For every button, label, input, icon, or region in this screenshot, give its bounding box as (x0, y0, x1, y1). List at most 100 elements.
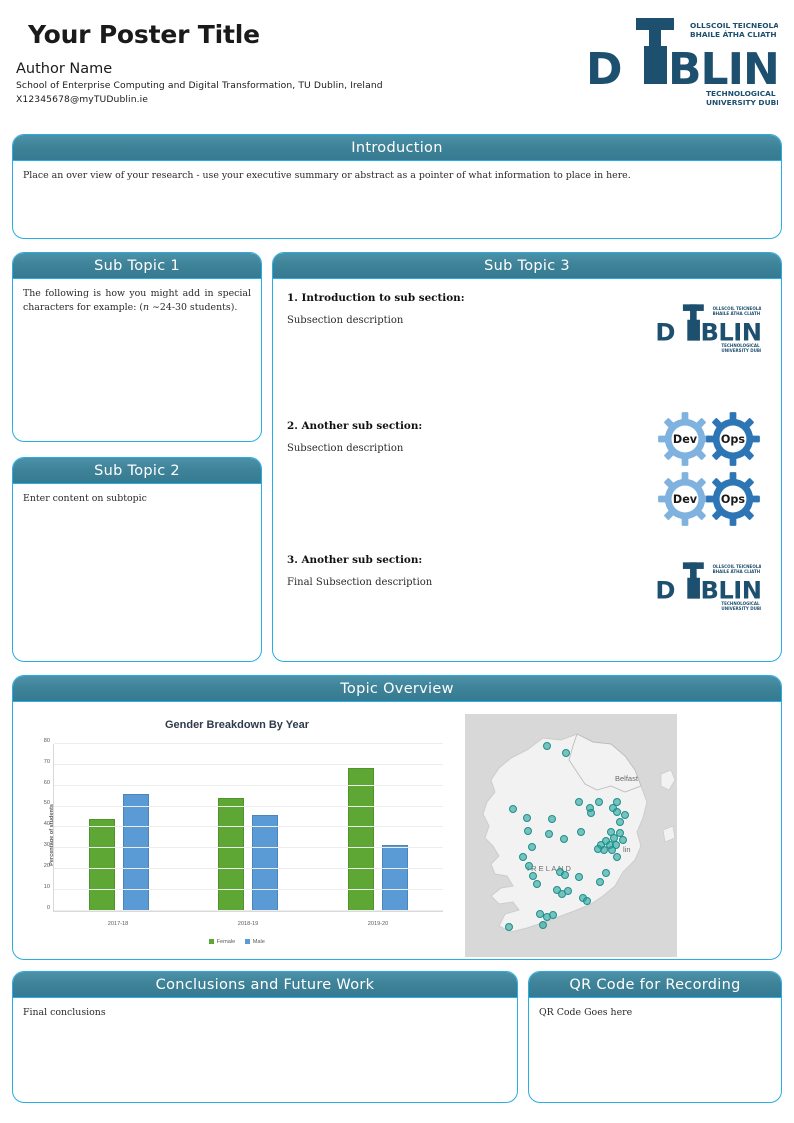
svg-text:TECHNOLOGICAL: TECHNOLOGICAL (721, 343, 760, 348)
svg-text:Ops: Ops (721, 493, 746, 506)
chart-y-tick: 20 (43, 863, 50, 870)
panel-sub-topic-2-title: Sub Topic 2 (13, 458, 261, 484)
map-dot[interactable] (612, 841, 620, 849)
map-dot[interactable] (505, 923, 513, 931)
devops-gears-group: Dev (657, 411, 761, 527)
chart-legend-item[interactable]: Female (209, 938, 235, 946)
map-dot[interactable] (587, 809, 595, 817)
chart-gridline: 60 (44, 780, 443, 786)
map-dot[interactable] (577, 828, 585, 836)
map-dot[interactable] (575, 798, 583, 806)
panel-sub-topic-2: Sub Topic 2 Enter content on subtopic (12, 457, 262, 662)
map-dot[interactable] (575, 873, 583, 881)
map-dot[interactable] (543, 742, 551, 750)
chart-bar-male[interactable] (252, 814, 279, 911)
map-dot[interactable] (524, 827, 532, 835)
svg-text:D: D (655, 577, 675, 605)
map-dot[interactable] (548, 815, 556, 823)
chart-y-tick: 10 (43, 883, 50, 890)
subsection-3-description: Final Subsection description (287, 577, 433, 589)
chart-gridline: 0 (47, 905, 443, 911)
map-dot[interactable] (613, 798, 621, 806)
chart-plot-area: Percentage of students 0 10 20 30 40 50 60 70 80… (23, 738, 451, 934)
dev-gear-icon: Dev (658, 412, 712, 466)
chart-legend-label: Female (216, 938, 236, 945)
svg-text:TECHNOLOGICAL: TECHNOLOGICAL (706, 89, 776, 98)
chart-x-tick: 2017-18 (107, 920, 129, 927)
chart-y-tick: 30 (43, 842, 50, 849)
svg-text:BHAILE ÁTHA CLIATH: BHAILE ÁTHA CLIATH (713, 569, 761, 574)
sub-topic-1-text-post: ∼24-30 students). (149, 301, 238, 313)
map-dot[interactable] (539, 921, 547, 929)
map-dot[interactable] (613, 853, 621, 861)
chart-y-tick: 40 (43, 821, 50, 828)
chart-bar-group (218, 744, 279, 911)
chart-y-tick: 70 (43, 758, 50, 765)
subsection-1: 1. Introduction to sub section: Subsecti… (287, 291, 779, 419)
svg-text:UNIVERSITY DUBLIN: UNIVERSITY DUBLIN (721, 348, 761, 353)
chart-bar-male[interactable] (382, 845, 409, 911)
ops-gear-icon: Ops (706, 412, 760, 466)
sub-topic-1-text: The following is how you might add in sp… (23, 287, 251, 314)
map-dot[interactable] (523, 814, 531, 822)
panel-sub-topic-1: Sub Topic 1 The following is how you mig… (12, 252, 262, 442)
chart-gridline: 40 (44, 821, 443, 828)
panel-topic-overview: Topic Overview Gender Breakdown By Year … (12, 675, 782, 960)
map-dot[interactable] (583, 897, 591, 905)
panel-sub-topic-2-body: Enter content on subtopic (13, 484, 261, 660)
map-dot[interactable] (561, 871, 569, 879)
map-dot[interactable] (545, 830, 553, 838)
map-dot[interactable] (533, 880, 541, 888)
svg-text:D: D (655, 319, 675, 347)
panel-sub-topic-3-title: Sub Topic 3 (273, 253, 781, 279)
sub-topic-2-text: Enter content on subtopic (23, 493, 147, 504)
map-dot[interactable] (560, 835, 568, 843)
map-dot[interactable] (621, 811, 629, 819)
map-dot[interactable] (509, 805, 517, 813)
chart-bar-female[interactable] (348, 767, 375, 911)
subsection-2: 2. Another sub section: Subsection descr… (287, 412, 767, 553)
map-dot[interactable] (519, 853, 527, 861)
sub-topic-1-text-pre: The following is how you might add in sp… (23, 288, 251, 313)
map-dot[interactable] (564, 887, 572, 895)
panel-introduction-title: Introduction (13, 135, 781, 161)
svg-text:OLLSCOIL TEICNEOLAÍOCHTA: OLLSCOIL TEICNEOLAÍOCHTA (690, 21, 778, 30)
map-dot[interactable] (613, 808, 621, 816)
tu-dublin-logo-icon: D BLIN OLLSCOIL TEICNEOLAÍOCHTA BHAILE Á… (586, 18, 794, 107)
subsection-1-tu-dublin-logo: D BLIN OLLSCOIL TEICNEOLAÍOCHTA BHAILE Á… (651, 301, 779, 355)
qr-code-text: QR Code Goes here (539, 1007, 633, 1018)
map-dot[interactable] (596, 878, 604, 886)
chart-bar-female[interactable] (218, 798, 245, 911)
panel-sub-topic-1-body: The following is how you might add in sp… (13, 279, 261, 440)
map-dot[interactable] (602, 869, 610, 877)
map-dot[interactable] (525, 862, 533, 870)
panel-topic-overview-title: Topic Overview (13, 676, 781, 702)
chart-legend-item[interactable]: Male (245, 938, 265, 946)
map-dot[interactable] (549, 911, 557, 919)
chart-gridline: 30 (44, 842, 443, 849)
panel-qr-code: QR Code for Recording QR Code Goes here (528, 971, 782, 1103)
introduction-text: Place an over view of your research - us… (23, 170, 631, 181)
map-dot[interactable] (529, 872, 537, 880)
sub-topic-1-text-italic: n (143, 301, 150, 313)
panel-conclusions-title: Conclusions and Future Work (13, 972, 517, 998)
map-dot[interactable] (595, 798, 603, 806)
subsection-1-description: Subsection description (287, 315, 404, 327)
map-dot[interactable] (619, 836, 627, 844)
chart-x-axis-ticks: 2017-18 2018-19 2019-20 (53, 920, 443, 928)
chart-bar-male[interactable] (122, 794, 149, 911)
map-dot[interactable] (608, 846, 616, 854)
chart-x-tick: 2018-19 (237, 920, 259, 927)
svg-text:TECHNOLOGICAL: TECHNOLOGICAL (721, 601, 760, 606)
map-dot[interactable] (616, 818, 624, 826)
panel-sub-topic-1-title: Sub Topic 1 (13, 253, 261, 279)
svg-text:OLLSCOIL TEICNEOLAÍOCHTA: OLLSCOIL TEICNEOLAÍOCHTA (713, 306, 761, 311)
chart-bar-female[interactable] (88, 819, 115, 911)
chart-legend-swatch (245, 939, 251, 945)
map-dot[interactable] (528, 843, 536, 851)
subsection-2-description: Subsection description (287, 443, 404, 455)
map-dot[interactable] (594, 845, 602, 853)
chart-bar-group (88, 744, 149, 911)
map-dot[interactable] (562, 749, 570, 757)
